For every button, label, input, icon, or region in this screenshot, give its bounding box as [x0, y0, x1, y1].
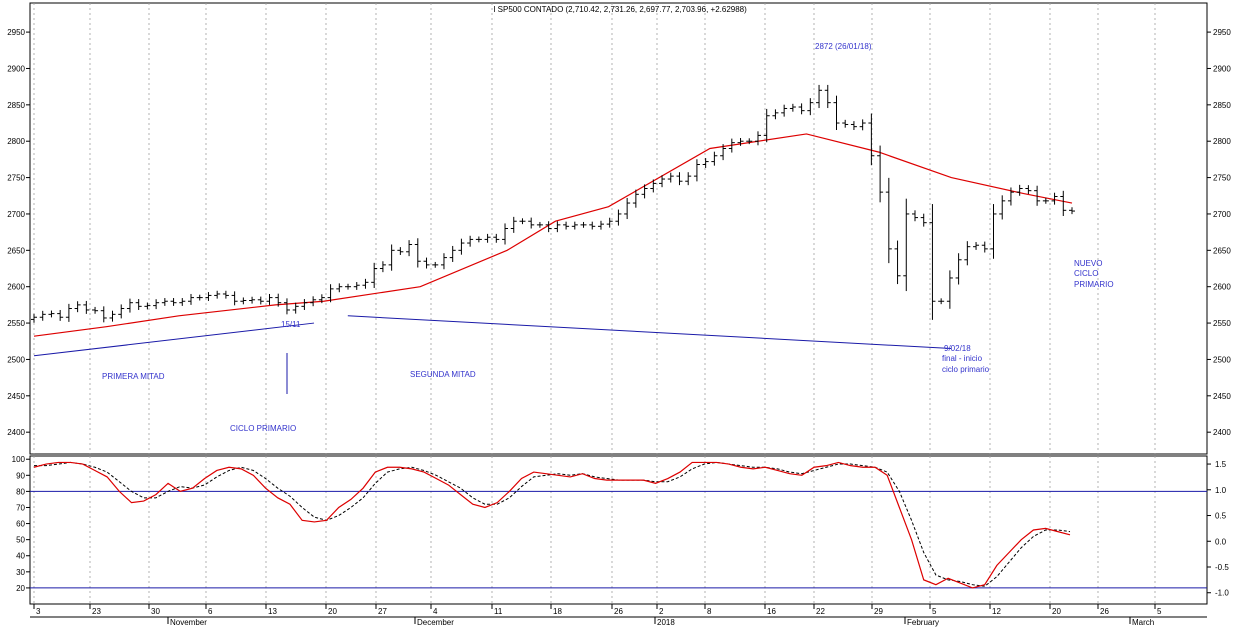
oscillator-axis: 20 30 40 50 60 70 80 90 100 -1.0 -0.5 0.0 0.5 1.0 1.5: [12, 455, 1230, 598]
oscillator-panel-frame: [29, 455, 1208, 605]
annotation-final-line1: final - inicio: [942, 354, 983, 363]
price-axis: 2400 2400 2450 2450 2500 2500 2550 2550 2600 2600…: [7, 28, 1231, 437]
price-tick-label-right: 2650: [1213, 246, 1231, 255]
date-tick-label: 12: [992, 607, 1001, 616]
price-tick-label: 2800: [7, 137, 25, 146]
date-axis: 3 23 30 6 13 20 27 4 11 18 26 2 8 16 22 29 5 12 20 26 5 Novem…: [30, 604, 1207, 627]
osc-tick-label: 80: [16, 487, 25, 496]
annotation-peak: 2872 (26/01/18): [815, 42, 872, 51]
month-label: November: [170, 618, 207, 627]
date-tick-label: 18: [553, 607, 562, 616]
oscillator-k-line: [33, 461, 1071, 589]
osc-tick-label: 50: [16, 536, 25, 545]
month-label: December: [417, 618, 454, 627]
annotation-date-1511: 15/11: [281, 320, 301, 329]
price-tick-label: 2550: [7, 319, 25, 328]
annotation-segunda-mitad: SEGUNDA MITAD: [410, 370, 476, 379]
price-tick-label-right: 2600: [1213, 283, 1231, 292]
date-tick-label: 26: [614, 607, 623, 616]
price-tick-label: 2600: [7, 283, 25, 292]
annotation-ciclo-primario: CICLO PRIMARIO: [230, 424, 296, 433]
price-tick-label-right: 2400: [1213, 428, 1231, 437]
price-panel-frame: [29, 2, 1208, 455]
oscillator-lines: [33, 461, 1071, 589]
price-tick-label-right: 2850: [1213, 101, 1231, 110]
vertical-grid: [33, 3, 1156, 604]
oscillator-d-line: [34, 461, 1071, 587]
price-tick-label: 2650: [7, 246, 25, 255]
osc-tick-label: 30: [16, 568, 25, 577]
price-tick-label: 2500: [7, 355, 25, 364]
osc-tick-label-right: 0.0: [1215, 537, 1227, 546]
month-label: February: [907, 618, 939, 627]
price-tick-label: 2700: [7, 210, 25, 219]
osc-tick-label: 40: [16, 552, 25, 561]
price-tick-label-right: 2800: [1213, 137, 1231, 146]
price-tick-label-right: 2500: [1213, 355, 1231, 364]
trendline: [33, 322, 315, 357]
osc-tick-label: 100: [12, 455, 26, 464]
date-tick-label: 16: [767, 607, 776, 616]
date-tick-label: 5: [1157, 607, 1162, 616]
osc-tick-label-right: -1.0: [1215, 589, 1229, 598]
price-tick-label-right: 2450: [1213, 392, 1231, 401]
trendline: [347, 315, 952, 350]
date-tick-label: 22: [816, 607, 825, 616]
date-tick-label: 13: [268, 607, 277, 616]
date-tick-label: 29: [874, 607, 883, 616]
month-label: March: [1132, 618, 1154, 627]
chart-title: I SP500 CONTADO (2,710.42, 2,731.26, 2,6…: [493, 5, 747, 14]
date-tick-label: 11: [494, 607, 503, 616]
price-tick-label-right: 2750: [1213, 174, 1231, 183]
annotation-nuevo-3: PRIMARIO: [1074, 280, 1114, 289]
osc-tick-label: 90: [16, 471, 25, 480]
annotation-final-line2: ciclo primario: [942, 365, 990, 374]
price-tick-label-right: 2700: [1213, 210, 1231, 219]
date-tick-label: 3: [36, 607, 41, 616]
date-tick-label: 27: [378, 607, 387, 616]
price-tick-label: 2750: [7, 174, 25, 183]
date-tick-label: 5: [932, 607, 937, 616]
trendlines: [33, 315, 952, 357]
osc-tick-label-right: 1.0: [1215, 486, 1227, 495]
month-label: 2018: [657, 618, 675, 627]
annotation-primera-mitad: PRIMERA MITAD: [102, 372, 165, 381]
price-tick-label-right: 2550: [1213, 319, 1231, 328]
osc-tick-label: 20: [16, 584, 25, 593]
price-tick-label: 2850: [7, 101, 25, 110]
osc-tick-label-right: -0.5: [1215, 563, 1229, 572]
date-tick-label: 30: [151, 607, 160, 616]
annotation-nuevo-1: NUEVO: [1074, 259, 1102, 268]
price-bars: [31, 84, 1075, 323]
date-tick-label: 23: [92, 607, 101, 616]
date-tick-label: 6: [208, 607, 213, 616]
price-tick-label: 2950: [7, 28, 25, 37]
moving-average-line: [33, 133, 1073, 337]
annotation-nuevo-2: CICLO: [1074, 269, 1098, 278]
moving-average: [33, 133, 1073, 337]
osc-tick-label: 70: [16, 503, 25, 512]
date-tick-label: 20: [1052, 607, 1061, 616]
osc-tick-label: 60: [16, 520, 25, 529]
date-tick-label: 20: [328, 607, 337, 616]
price-tick-label: 2450: [7, 392, 25, 401]
annotation-final-date: 9/02/18: [944, 344, 971, 353]
osc-tick-label-right: 1.5: [1215, 460, 1227, 469]
price-tick-label-right: 2950: [1213, 28, 1231, 37]
date-tick-label: 26: [1100, 607, 1109, 616]
osc-tick-label-right: 0.5: [1215, 512, 1227, 521]
date-tick-label: 4: [433, 607, 438, 616]
price-tick-label: 2400: [7, 428, 25, 437]
price-tick-label: 2900: [7, 64, 25, 73]
date-tick-label: 8: [707, 607, 712, 616]
date-tick-label: 2: [659, 607, 664, 616]
price-tick-label-right: 2900: [1213, 64, 1231, 73]
